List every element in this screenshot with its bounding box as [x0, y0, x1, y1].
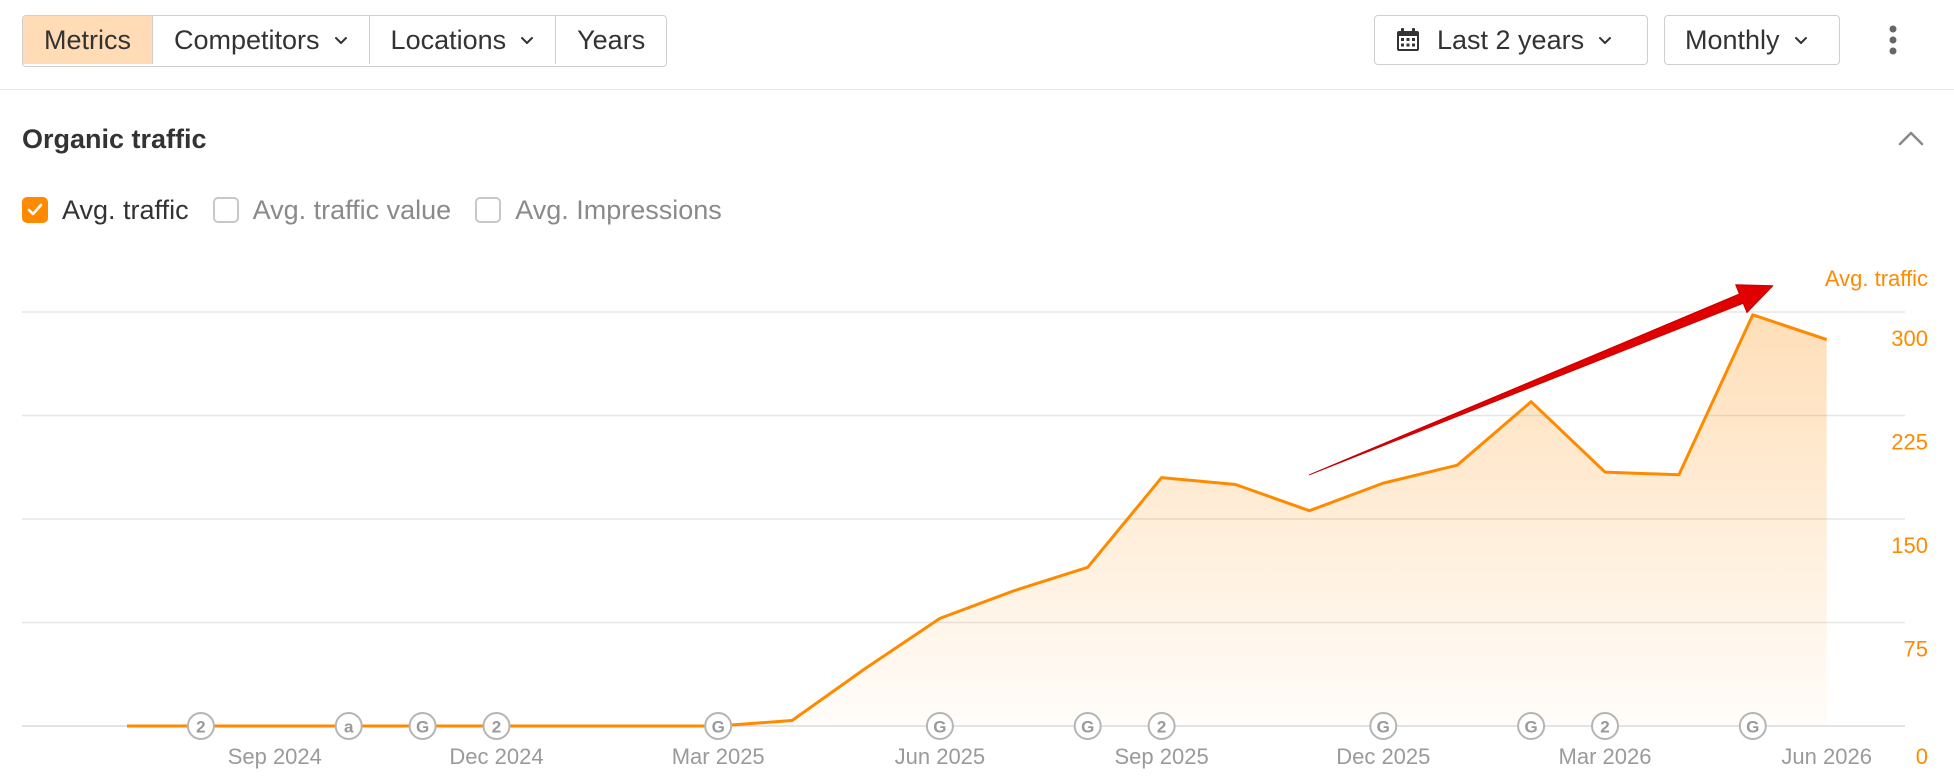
y-tick-label: 75 — [1904, 637, 1928, 662]
annotation-label: 2 — [1600, 718, 1609, 737]
x-tick-label: Mar 2025 — [672, 744, 765, 769]
calendar-icon — [1395, 27, 1421, 53]
annotation-label: G — [933, 718, 946, 737]
annotation-label: G — [1377, 718, 1390, 737]
annotation-marker[interactable]: G — [925, 712, 954, 740]
section-title: Organic traffic — [22, 124, 207, 154]
annotation-label: a — [344, 718, 354, 737]
y-tick-label: 0 — [1916, 744, 1928, 769]
chevron-down-icon — [1794, 33, 1808, 47]
organic-traffic-chart: 2 a G 2 G G G 2 G G 2 G Sep 2024 Dec 2024 Mar 2025 Jun… — [22, 266, 1928, 769]
annotation-label: G — [416, 718, 429, 737]
annotation-label: G — [1746, 718, 1759, 737]
annotation-marker[interactable]: a — [334, 712, 363, 740]
checkbox-label: Avg. Impressions — [515, 194, 722, 225]
series-area — [127, 314, 1827, 726]
annotation-label: G — [1081, 718, 1094, 737]
checkbox-label: Avg. traffic — [62, 194, 189, 225]
y-tick-label: 300 — [1891, 326, 1928, 351]
chevron-down-icon — [334, 33, 348, 47]
checkbox[interactable] — [22, 197, 48, 223]
annotation-label: G — [712, 718, 725, 737]
annotation-marker[interactable]: G — [1369, 712, 1398, 740]
x-tick-label: Dec 2024 — [449, 744, 543, 769]
annotation-marker[interactable]: G — [1517, 712, 1546, 740]
kebab-menu-icon[interactable] — [1880, 20, 1906, 60]
date-range-dropdown[interactable]: Last 2 years — [1374, 15, 1648, 65]
x-axis: Sep 2024 Dec 2024 Mar 2025 Jun 2025 Sep 2025… — [228, 744, 1872, 769]
annotation-marker[interactable]: 2 — [1591, 712, 1619, 740]
checkbox-avg-impressions[interactable]: Avg. Impressions — [475, 195, 722, 226]
annotation-label: 2 — [492, 718, 501, 737]
x-tick-label: Sep 2024 — [228, 744, 322, 769]
chevron-down-icon — [520, 33, 534, 47]
chevron-down-icon — [1598, 33, 1612, 47]
tab-label: Locations — [390, 25, 507, 55]
annotation-marker[interactable]: G — [1738, 712, 1767, 740]
checkbox-avg-traffic-value[interactable]: Avg. traffic value — [212, 194, 452, 226]
trend-arrow-shape — [1308, 284, 1774, 476]
y-tick-label: 150 — [1891, 533, 1928, 558]
tab-metrics[interactable]: Metrics — [23, 16, 153, 64]
tab-years[interactable]: Years — [556, 16, 666, 64]
annotation-marker[interactable]: 2 — [186, 712, 215, 740]
toolbar: Metrics Competitors Locations Years — [0, 0, 1954, 90]
tab-label: Years — [577, 25, 646, 55]
x-tick-label: Sep 2025 — [1114, 744, 1208, 769]
annotation-marker[interactable]: 2 — [482, 712, 511, 740]
metrics-tab-group: Metrics Competitors Locations Years — [22, 15, 668, 67]
x-tick-label: Dec 2025 — [1336, 744, 1430, 769]
granularity-label: Monthly — [1685, 24, 1780, 55]
y-tick-label: 225 — [1891, 430, 1928, 455]
tab-locations[interactable]: Locations — [370, 16, 557, 64]
x-tick-label: Jun 2026 — [1781, 744, 1872, 769]
x-tick-label: Mar 2026 — [1559, 744, 1652, 769]
date-range-label: Last 2 years — [1437, 24, 1585, 55]
annotation-marker[interactable]: G — [1073, 712, 1102, 740]
x-tick-label: Jun 2025 — [895, 744, 986, 769]
tab-label: Metrics — [44, 25, 131, 55]
chevron-up-icon[interactable] — [1896, 128, 1926, 148]
tab-label: Competitors — [174, 25, 320, 55]
annotation-label: 2 — [196, 718, 205, 737]
checkbox-label: Avg. traffic value — [252, 194, 452, 225]
annotation-marker[interactable]: 2 — [1147, 712, 1176, 740]
granularity-dropdown[interactable]: Monthly — [1664, 15, 1840, 65]
annotation-label: G — [1524, 718, 1537, 737]
y-axis-label: Avg. traffic — [1825, 266, 1928, 291]
annotation-marker[interactable]: G — [704, 712, 733, 740]
checkbox-avg-traffic[interactable]: Avg. traffic — [22, 195, 189, 226]
y-axis: 0 75 150 225 300 — [1891, 326, 1928, 769]
checkbox[interactable] — [475, 197, 502, 223]
tab-competitors[interactable]: Competitors — [153, 16, 370, 64]
area-fill — [127, 314, 1827, 726]
annotation-markers: 2 a G 2 G G G 2 G G 2 G — [186, 712, 1767, 740]
annotation-label: 2 — [1157, 718, 1166, 737]
trend-arrow — [1308, 284, 1774, 476]
annotation-marker[interactable]: G — [408, 712, 437, 740]
metric-checkboxes: Avg. traffic Avg. traffic value Avg. Imp… — [22, 192, 746, 228]
checkbox[interactable] — [212, 197, 239, 223]
